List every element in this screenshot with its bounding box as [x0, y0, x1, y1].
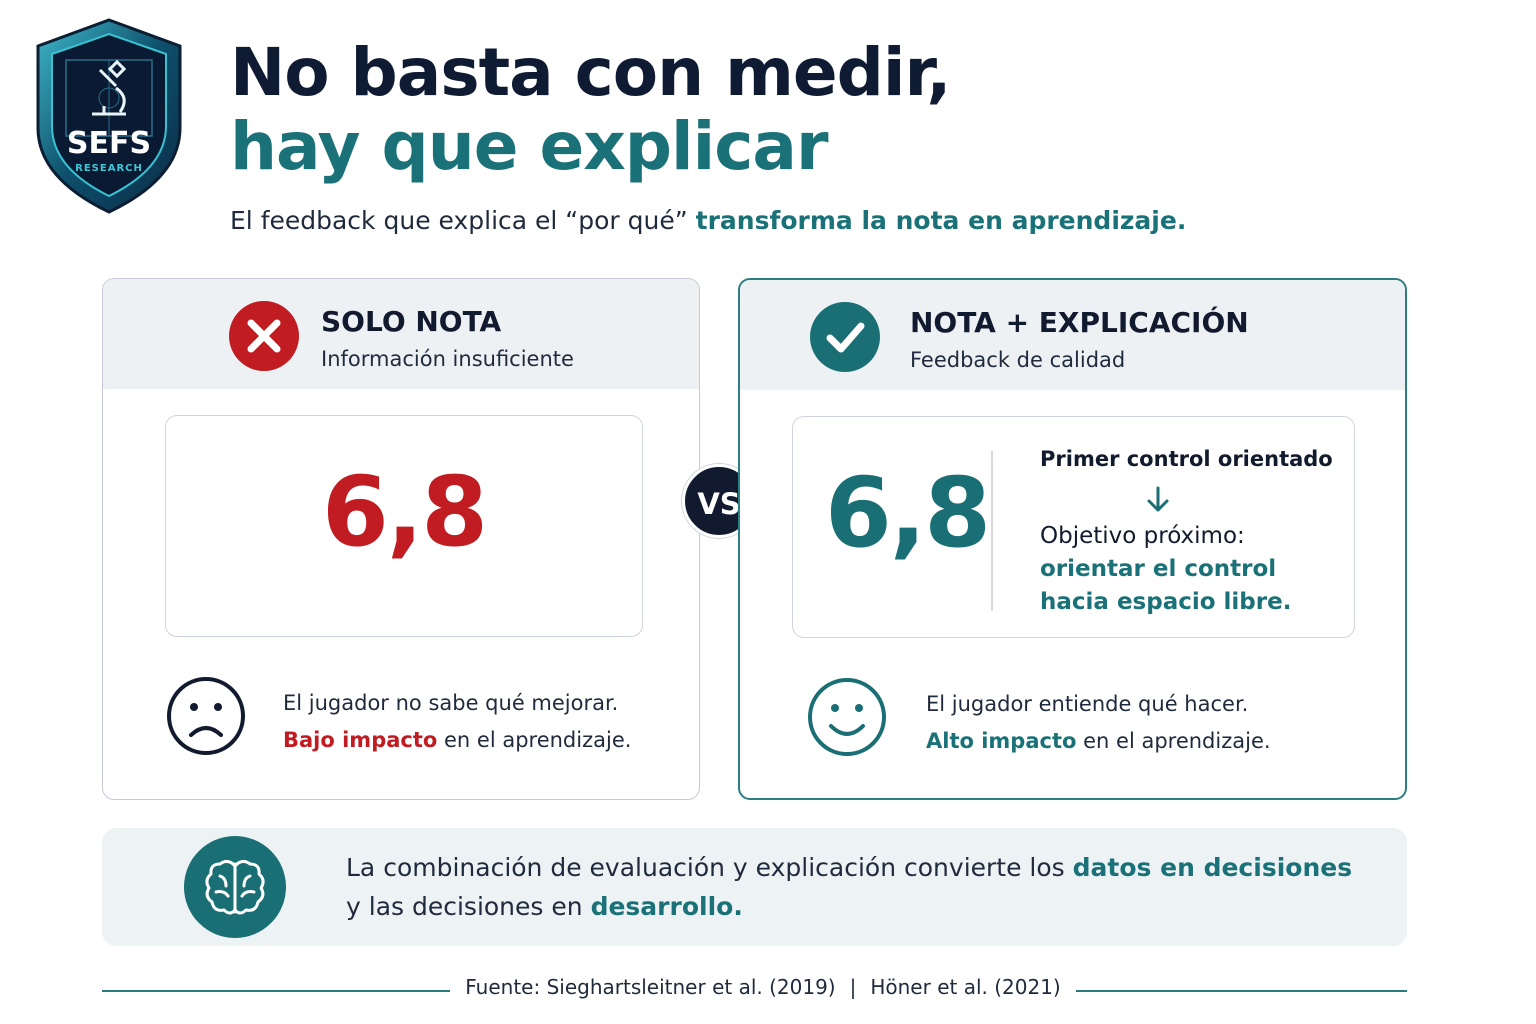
source-part-2: Höner et al. (2021)	[870, 975, 1061, 999]
impact-label: Alto impacto	[926, 729, 1077, 753]
score-card: 6,8	[165, 415, 643, 637]
conclusion-highlight-2: desarrollo	[590, 892, 734, 921]
control-label: Primer control orientado	[1040, 447, 1333, 471]
sefs-logo: SEFS RESEARCH	[34, 18, 184, 214]
panel-subtitle: Información insuficiente	[321, 347, 574, 371]
objective-line-1: orientar el control	[1040, 556, 1277, 582]
x-circle-icon	[229, 301, 299, 371]
page-subtitle: El feedback que explica el “por qué” tra…	[230, 206, 1186, 235]
svg-text:SEFS: SEFS	[67, 126, 151, 161]
page-title: No basta con medir, hay que explicar	[230, 34, 951, 185]
source-citation: Fuente: Sieghartsleitner et al. (2019) | H…	[462, 975, 1064, 999]
panel-title: SOLO NOTA	[321, 305, 502, 338]
message-line: El jugador no sabe qué mejorar.	[283, 691, 619, 715]
conclusion-text-1: La combinación de evaluación y explicaci…	[346, 853, 1073, 882]
check-circle-icon	[810, 302, 880, 372]
objective-line-2: hacia espacio libre.	[1040, 589, 1292, 615]
subtitle-highlight: transforma la nota en aprendizaje.	[695, 206, 1187, 235]
panel-solo-nota: SOLO NOTA Información insuficiente 6,8 E…	[102, 278, 700, 800]
title-line-1: No basta con medir,	[230, 34, 951, 111]
score-value: 6,8	[321, 456, 488, 568]
divider	[991, 451, 993, 611]
score-value: 6,8	[825, 457, 991, 569]
sad-face-icon	[165, 675, 247, 757]
panel-nota-explicacion: NOTA + EXPLICACIÓN Feedback de calidad 6…	[738, 278, 1407, 800]
brain-icon	[184, 836, 286, 938]
panel-header: NOTA + EXPLICACIÓN Feedback de calidad	[740, 280, 1405, 390]
panel-message: El jugador no sabe qué mejorar. Bajo imp…	[283, 685, 631, 759]
title-line-2: hay que explicar	[230, 108, 829, 185]
source-part-1: Fuente: Sieghartsleitner et al. (2019)	[465, 975, 836, 999]
impact-rest: en el aprendizaje.	[437, 728, 632, 752]
happy-face-icon	[806, 676, 888, 758]
arrow-down-icon	[1143, 485, 1173, 515]
score-card: 6,8 Primer control orientado Objetivo pr…	[792, 416, 1355, 638]
objective-text: orientar el control hacia espacio libre.	[1040, 553, 1291, 619]
impact-rest: en el aprendizaje.	[1076, 729, 1271, 753]
objective-label: Objetivo próximo:	[1040, 523, 1245, 549]
panel-title: NOTA + EXPLICACIÓN	[910, 306, 1249, 339]
conclusion-banner: La combinación de evaluación y explicaci…	[102, 828, 1407, 946]
panel-header: SOLO NOTA Información insuficiente	[103, 279, 699, 389]
conclusion-highlight-1: datos en decisiones	[1072, 853, 1353, 882]
svg-text:RESEARCH: RESEARCH	[75, 163, 143, 174]
source-rule-right	[1076, 990, 1407, 992]
impact-label: Bajo impacto	[283, 728, 438, 752]
subtitle-text: El feedback que explica el “por qué”	[230, 206, 696, 235]
impact-line: Bajo impacto en el aprendizaje.	[283, 722, 631, 759]
panel-message: El jugador entiende qué hacer. Alto impa…	[926, 686, 1271, 760]
conclusion-period: .	[733, 892, 743, 921]
panel-subtitle: Feedback de calidad	[910, 348, 1126, 372]
conclusion-line-1: La combinación de evaluación y explicaci…	[346, 848, 1352, 887]
message-line: El jugador entiende qué hacer.	[926, 692, 1249, 716]
source-rule-left	[102, 990, 450, 992]
source-separator: |	[849, 975, 857, 999]
conclusion-text: La combinación de evaluación y explicaci…	[346, 848, 1352, 926]
conclusion-line-2: y las decisiones en desarrollo.	[346, 887, 1352, 926]
conclusion-text-2: y las decisiones en	[346, 892, 591, 921]
impact-line: Alto impacto en el aprendizaje.	[926, 723, 1271, 760]
